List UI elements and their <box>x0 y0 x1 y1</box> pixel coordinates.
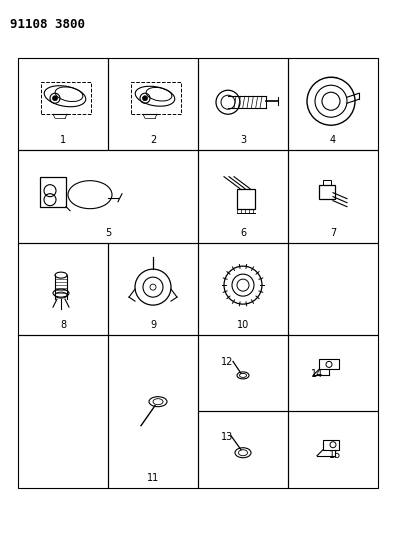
Text: 6: 6 <box>240 228 246 238</box>
Text: 4: 4 <box>330 135 336 146</box>
Circle shape <box>53 96 57 101</box>
Text: 3: 3 <box>240 135 246 146</box>
Text: 14: 14 <box>311 369 323 379</box>
Circle shape <box>143 96 147 101</box>
Text: 8: 8 <box>60 320 66 330</box>
Bar <box>108 335 198 488</box>
Text: 12: 12 <box>221 358 233 367</box>
Text: 1: 1 <box>60 135 66 146</box>
Bar <box>18 150 198 243</box>
Bar <box>319 184 335 199</box>
Bar <box>288 335 378 411</box>
Bar <box>18 335 108 488</box>
Bar <box>323 180 331 184</box>
Bar <box>288 58 378 150</box>
Text: 10: 10 <box>237 320 249 330</box>
Bar <box>288 150 378 243</box>
Bar <box>198 335 288 411</box>
Bar <box>198 411 288 488</box>
Text: 9: 9 <box>150 320 156 330</box>
Bar <box>198 58 288 150</box>
Bar <box>41 82 91 114</box>
Bar <box>18 243 108 335</box>
Bar <box>198 243 288 335</box>
Bar <box>237 189 255 209</box>
Text: 13: 13 <box>221 432 233 442</box>
Bar <box>108 243 198 335</box>
Bar <box>198 150 288 243</box>
Bar <box>40 176 66 207</box>
Bar <box>288 243 378 335</box>
Text: 7: 7 <box>330 228 336 238</box>
Text: 91108 3800: 91108 3800 <box>10 18 85 31</box>
Text: 2: 2 <box>150 135 156 146</box>
Bar <box>18 58 108 150</box>
Bar <box>323 440 339 450</box>
Bar <box>108 58 198 150</box>
Text: 15: 15 <box>329 450 341 460</box>
Text: 11: 11 <box>147 473 159 483</box>
Bar <box>319 359 339 369</box>
Bar <box>288 411 378 488</box>
Text: 5: 5 <box>105 228 111 238</box>
Bar <box>131 82 181 114</box>
